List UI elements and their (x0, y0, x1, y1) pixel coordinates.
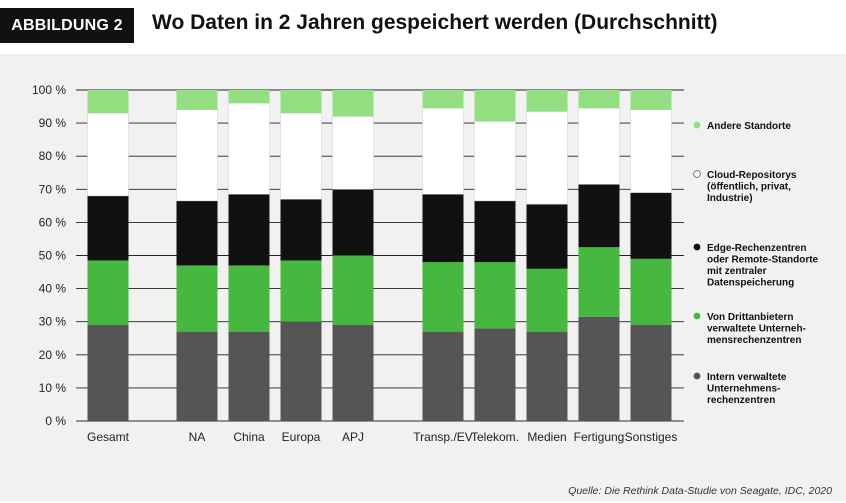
bar-segment (630, 90, 672, 110)
source-note: Quelle: Die Rethink Data-Studie von Seag… (568, 485, 832, 497)
bar-segment (630, 192, 672, 259)
y-tick-label: 90 % (39, 116, 67, 130)
bar-segment (228, 265, 270, 332)
bar-segment (578, 90, 620, 109)
bar-segment (280, 199, 322, 261)
bar-segment (87, 325, 129, 421)
y-tick-label: 0 % (45, 414, 66, 428)
y-tick-label: 100 % (32, 83, 66, 97)
x-tick-label: Fertigung (574, 430, 625, 444)
legend-label: Unternehmens- (707, 384, 780, 395)
legend-marker (693, 121, 701, 129)
bar-segment (332, 325, 374, 421)
bar-segment (422, 262, 464, 332)
figure-badge: ABBILDUNG 2 (0, 8, 134, 43)
bar-segment (332, 255, 374, 326)
legend-label: mensrechenzentren (707, 335, 801, 346)
bar-segment (526, 111, 568, 205)
bar-segment (474, 262, 516, 329)
bar-segment (176, 200, 218, 266)
bar-segment (474, 121, 516, 202)
bar-segment (280, 112, 322, 200)
legend-label: Intern verwaltete (707, 372, 787, 383)
bar-segment (578, 184, 620, 248)
bars (87, 90, 672, 421)
x-tick-label: APJ (342, 430, 364, 444)
y-tick-label: 40 % (39, 282, 67, 296)
bar-segment (526, 204, 568, 269)
bar-segment (228, 194, 270, 266)
legend-label: Andere Standorte (707, 121, 791, 132)
bar-segment (228, 102, 270, 195)
legend-label: Cloud-Repositorys (707, 170, 797, 181)
bar-segment (630, 325, 672, 421)
x-tick-label: Telekom. (471, 430, 519, 444)
legend-label: (öffentlich, privat, (707, 182, 791, 193)
bar-segment (526, 268, 568, 332)
bar-segment (280, 260, 322, 322)
bar-segment (422, 194, 464, 263)
bar-segment (332, 189, 374, 256)
x-tick-label: Europa (282, 430, 321, 444)
y-axis: 0 % 10 % 20 % 30 % 40 % 50 % 60 % 70 % 80 % 90 % 1… (32, 83, 66, 428)
legend-label: oder Remote-Standorte (707, 255, 819, 266)
x-tick-label: China (233, 430, 265, 444)
legend: Andere Standorte Cloud-Repositorys(öffent… (693, 121, 819, 406)
bar-segment (176, 265, 218, 332)
y-tick-label: 30 % (39, 315, 67, 329)
bar-segment (87, 260, 129, 326)
bar-segment (578, 107, 620, 185)
x-tick-label: NA (189, 430, 206, 444)
bar-segment (526, 90, 568, 112)
legend-label: Industrie) (707, 193, 753, 204)
bar-segment (228, 90, 270, 104)
bar-segment (474, 90, 516, 122)
legend-marker (693, 372, 701, 380)
legend-label: rechenzentren (707, 395, 775, 406)
bar-segment (474, 328, 516, 421)
y-tick-label: 20 % (39, 348, 67, 362)
bar-segment (630, 258, 672, 326)
legend-marker (693, 243, 701, 251)
legend-label: Edge-Rechenzentren (707, 243, 806, 254)
bar-segment (228, 331, 270, 421)
x-tick-label: Sonstiges (625, 430, 678, 444)
y-tick-label: 80 % (39, 149, 67, 163)
bar-segment (526, 331, 568, 421)
x-tick-label: Transp./EV (413, 430, 473, 444)
bar-segment (474, 200, 516, 263)
bar-segment (87, 195, 129, 261)
y-tick-label: 70 % (39, 182, 67, 196)
legend-marker (693, 170, 701, 178)
y-tick-label: 60 % (39, 215, 67, 229)
bar-segment (280, 321, 322, 421)
bar-segment (332, 90, 374, 117)
bar-segment (176, 90, 218, 110)
legend-label: Datenspeicherung (707, 278, 794, 289)
chart-title: Wo Daten in 2 Jahren gespeichert werden … (152, 11, 718, 34)
x-tick-label: Medien (527, 430, 566, 444)
legend-label: mit zentraler (707, 266, 767, 277)
legend-marker (693, 312, 701, 320)
bar-segment (578, 247, 620, 317)
bar-segment (422, 90, 464, 109)
y-tick-label: 10 % (39, 381, 67, 395)
bar-segment (422, 107, 464, 195)
legend-label: verwaltete Unterneh- (707, 324, 806, 335)
bar-segment (332, 116, 374, 190)
x-tick-label: Gesamt (87, 430, 130, 444)
x-axis: Gesamt NA China Europa APJ Transp./EVTelekom.… (87, 430, 677, 444)
bar-segment (422, 331, 464, 421)
bar-segment (630, 109, 672, 193)
bar-segment (176, 331, 218, 421)
bar-segment (280, 90, 322, 114)
legend-label: Von Drittanbietern (707, 312, 793, 323)
bar-segment (578, 316, 620, 421)
bar-segment (87, 112, 129, 197)
bar-segment (87, 90, 129, 114)
y-tick-label: 50 % (39, 249, 67, 263)
bar-segment (176, 109, 218, 202)
